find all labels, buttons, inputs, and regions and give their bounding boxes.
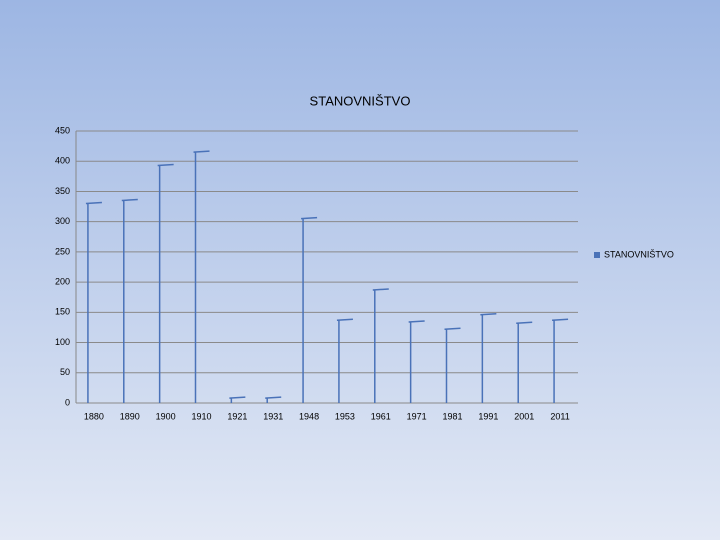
- x-tick-label: 1991: [478, 411, 498, 421]
- x-tick-label: 1981: [442, 411, 462, 421]
- x-tick-label: 1971: [407, 411, 427, 421]
- x-tick-label: 2011: [550, 411, 569, 421]
- x-tick-label: 1890: [120, 411, 140, 421]
- y-tick-label: 150: [55, 307, 70, 317]
- x-tick-label: 2001: [514, 411, 534, 421]
- bar: [265, 396, 282, 403]
- chart-title: STANOVNIŠTVO: [310, 93, 411, 108]
- y-tick-label: 250: [55, 246, 70, 256]
- x-tick-label: 1961: [371, 411, 391, 421]
- x-tick-label: 1948: [299, 411, 319, 421]
- bar: [552, 318, 569, 403]
- y-tick-label: 400: [55, 156, 70, 166]
- y-tick-label: 450: [55, 125, 70, 135]
- x-tick-label: 1931: [263, 411, 283, 421]
- y-tick-label: 350: [55, 186, 70, 196]
- x-tick-label: 1900: [156, 411, 176, 421]
- x-tick-label: 1880: [84, 411, 104, 421]
- legend-label: STANOVNIŠTVO: [604, 249, 674, 259]
- y-tick-label: 200: [55, 276, 70, 286]
- x-tick-label: 1921: [227, 411, 247, 421]
- y-tick-label: 300: [55, 216, 70, 226]
- x-tick-label: 1910: [191, 411, 211, 421]
- bar: [408, 320, 425, 403]
- legend-marker: [594, 252, 600, 258]
- bar: [336, 318, 353, 403]
- bar: [157, 163, 174, 403]
- bar: [85, 201, 102, 403]
- y-tick-label: 0: [65, 397, 70, 407]
- y-tick-label: 50: [60, 367, 70, 377]
- bar: [480, 313, 497, 403]
- bar: [121, 198, 138, 403]
- y-tick-label: 100: [55, 337, 70, 347]
- bar: [444, 327, 461, 403]
- bar: [372, 288, 389, 403]
- bar: [229, 396, 246, 403]
- bar: [516, 321, 533, 403]
- bar: [193, 150, 210, 403]
- x-tick-label: 1953: [335, 411, 355, 421]
- bar: [301, 216, 318, 403]
